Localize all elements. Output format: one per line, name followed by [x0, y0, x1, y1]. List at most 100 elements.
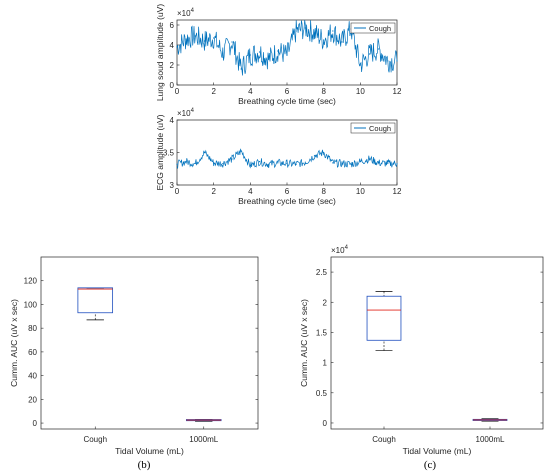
data-point: [286, 162, 288, 165]
y-tick-label: 2.5: [316, 268, 328, 277]
chart-4: 0 0.5 1 1.5 2 2.5 Cough 1000mL Tidal Volume (mL)…: [299, 245, 544, 456]
data-point: [185, 161, 187, 163]
x-axis-label: Breathing cycle time (sec): [238, 196, 336, 206]
data-point: [203, 40, 206, 42]
plot-frame: [40, 256, 259, 430]
series-line: [176, 19, 398, 76]
x-tick-label: 2: [211, 187, 216, 196]
data-point: [295, 30, 297, 32]
chart-3: 0 20 40 60 80 100 120 Cough 1000mL Tidal Volume (…: [9, 256, 259, 456]
data-point: [194, 162, 196, 165]
data-point: [304, 27, 306, 29]
y-tick-label: 1: [323, 359, 328, 368]
y-multiplier: ×104: [177, 108, 195, 118]
x-tick-label: 0: [175, 87, 180, 96]
data-point: [313, 32, 316, 34]
x-tick-label: 6: [285, 87, 290, 96]
data-point: [231, 158, 233, 160]
data-point: [176, 163, 178, 165]
data-point: [277, 50, 279, 52]
data-point: [359, 64, 361, 66]
data-point: [268, 58, 270, 60]
x-tick-label: 4: [248, 87, 253, 96]
data-point: [249, 164, 251, 167]
data-point: [213, 162, 215, 164]
y-tick-label: 80: [28, 324, 37, 333]
data-point: [295, 163, 297, 165]
data-point: [222, 162, 224, 165]
data-point: [350, 163, 352, 165]
data-point: [387, 162, 389, 165]
y-multiplier: ×104: [177, 8, 195, 18]
data-point: [222, 52, 224, 54]
y-tick-label: 3.5: [163, 149, 175, 158]
data-point: [332, 30, 334, 32]
x-tick-label: 12: [393, 87, 402, 96]
data-point: [240, 150, 242, 152]
y-tick-label: 0: [170, 81, 175, 90]
y-tick-label: 4: [170, 41, 175, 50]
data-point: [286, 54, 288, 56]
data-point: [258, 51, 261, 53]
y-tick-label: 20: [28, 395, 37, 404]
data-point: [277, 162, 279, 164]
x-tick-label: 12: [393, 187, 402, 196]
data-point: [194, 35, 196, 37]
data-point: [396, 60, 398, 62]
x-tick-label: 8: [321, 87, 326, 96]
x-tick-label: 2: [211, 87, 216, 96]
panel-label: (c): [424, 459, 437, 471]
data-point: [313, 155, 316, 157]
y-tick-label: 0.5: [316, 389, 328, 398]
y-tick-label: 2: [323, 298, 328, 307]
data-point: [396, 162, 398, 165]
x-tick-label: 6: [285, 187, 290, 196]
legend-label: Cough: [369, 124, 391, 133]
y-axis-label: ECG amplitude (uV): [155, 114, 165, 190]
y-tick-label: 120: [24, 277, 38, 286]
y-tick-label: 6: [170, 21, 175, 30]
x-axis-label: Tidal Volume (mL): [115, 446, 184, 456]
legend-box: [350, 22, 396, 34]
panel-label: (b): [138, 459, 151, 471]
data-point: [213, 37, 215, 39]
data-point: [368, 158, 371, 160]
data-point: [258, 161, 261, 163]
data-point: [240, 68, 242, 70]
data-point: [341, 41, 343, 43]
box: [366, 295, 402, 341]
data-point: [378, 162, 380, 164]
data-point: [268, 163, 270, 165]
plot-frame: [330, 256, 544, 430]
data-point: [332, 162, 334, 164]
x-tick-label: Cough: [83, 435, 107, 444]
y-tick-label: 1.5: [316, 328, 328, 337]
x-tick-label: 1000mL: [476, 435, 505, 444]
x-axis-label: Tidal Volume (mL): [403, 446, 472, 456]
y-tick-label: 100: [24, 300, 38, 309]
data-point: [176, 46, 178, 48]
data-point: [323, 39, 325, 41]
y-axis-label: Cumm. AUC (uV x sec): [299, 299, 309, 387]
box: [77, 287, 114, 314]
y-tick-label: 40: [28, 372, 37, 381]
data-point: [304, 161, 306, 163]
x-tick-label: 1000mL: [189, 435, 218, 444]
legend-label: Cough: [369, 24, 391, 33]
y-axis-label: Cumm. AUC (uV x sec): [9, 299, 19, 387]
data-point: [341, 162, 343, 165]
y-tick-label: 3: [170, 181, 175, 190]
y-tick-label: 2: [170, 61, 175, 70]
data-point: [249, 54, 251, 56]
y-tick-label: 60: [28, 348, 37, 357]
y-tick-label: 4: [170, 116, 175, 125]
data-point: [359, 161, 361, 163]
y-tick-label: 0: [323, 419, 328, 428]
data-point: [378, 48, 380, 50]
x-tick-label: 10: [356, 87, 365, 96]
data-point: [231, 41, 233, 43]
x-tick-label: 0: [175, 187, 180, 196]
x-axis-label: Breathing cycle time (sec): [238, 96, 336, 106]
